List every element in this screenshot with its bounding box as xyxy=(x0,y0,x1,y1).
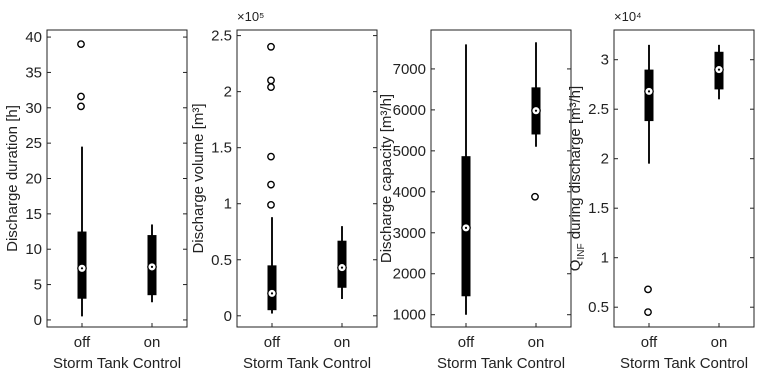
y-tick-label: 3 xyxy=(601,52,609,69)
y-axis-label: Discharge capacity [m³/h] xyxy=(378,94,395,263)
y-tick-label: 4000 xyxy=(393,184,426,201)
plot-frame xyxy=(236,29,378,328)
y-tick-label: 5 xyxy=(34,277,42,294)
y-tick-label: 3000 xyxy=(393,225,426,242)
y-tick-label: 2 xyxy=(601,151,609,168)
category-label-on: on xyxy=(334,334,351,351)
chart-panel-4: 0.5 1 1.5 2 2.5 3 off on Storm Tank Control ×10⁴ Q… xyxy=(567,9,755,372)
median-dot xyxy=(80,267,84,270)
box-on xyxy=(714,44,724,100)
y-tick-label: 1000 xyxy=(393,307,426,324)
category-label-on: on xyxy=(144,334,161,351)
y-tick-label: 2.5 xyxy=(211,28,232,45)
y-tick-label: 0.5 xyxy=(211,252,232,269)
outlier-point xyxy=(267,83,275,92)
plot-frame xyxy=(46,29,188,328)
plot-frame xyxy=(613,29,755,328)
outlier-point xyxy=(77,92,85,101)
y-tick-label: 1 xyxy=(224,196,232,213)
y-axis-label: Discharge volume [m³] xyxy=(190,103,207,253)
box-off xyxy=(644,44,654,317)
outlier-point xyxy=(267,200,275,209)
median-dot xyxy=(647,90,651,93)
median-dot xyxy=(150,265,154,268)
x-axis-label: Storm Tank Control xyxy=(243,355,371,372)
y-tick-label: 6000 xyxy=(393,102,426,119)
box-off xyxy=(461,44,471,315)
box-on xyxy=(337,226,347,299)
outlier-point xyxy=(644,308,652,317)
y-tick-label: 0.5 xyxy=(588,299,609,316)
category-label-on: on xyxy=(528,334,545,351)
y-tick-label: 35 xyxy=(25,64,42,81)
box-off xyxy=(77,40,87,317)
median-dot xyxy=(464,226,468,229)
median-dot xyxy=(270,292,274,295)
outlier-point xyxy=(267,180,275,189)
outlier-point xyxy=(77,102,85,111)
y-tick-label: 0 xyxy=(224,308,232,325)
y-tick-label: 5000 xyxy=(393,143,426,160)
y-tick-label: 2.5 xyxy=(588,101,609,118)
x-axis-label: Storm Tank Control xyxy=(437,355,565,372)
chart-panel-1: 0 5 10 15 20 25 30 35 40 off on Storm Tank Control D… xyxy=(4,29,188,372)
y-tick-label: 30 xyxy=(25,100,42,117)
category-label-off: off xyxy=(264,334,281,351)
x-axis-label: Storm Tank Control xyxy=(53,355,181,372)
median-dot xyxy=(534,109,538,112)
chart-panel-3: 1000 2000 3000 4000 5000 6000 7000 off on Storm T… xyxy=(378,29,572,372)
y-axis-label: QINF during discharge [m³/h] xyxy=(567,86,587,271)
y-tick-label: 15 xyxy=(25,206,42,223)
chart-panel-2: 0 0.5 1 1.5 2 2.5 off on Storm Tank Control ×10⁵ D… xyxy=(190,9,378,372)
box-body xyxy=(267,265,277,311)
outlier-point xyxy=(531,192,539,201)
y-tick-label: 40 xyxy=(25,29,42,46)
outlier-point xyxy=(267,76,275,85)
category-label-off: off xyxy=(458,334,475,351)
plot-frame xyxy=(430,29,572,328)
y-tick-label: 25 xyxy=(25,135,42,152)
box-off xyxy=(267,42,277,314)
box-on xyxy=(147,224,157,303)
y-tick-label: 1.5 xyxy=(588,200,609,217)
category-label-off: off xyxy=(74,334,91,351)
outlier-point xyxy=(77,40,85,49)
y-tick-label: 10 xyxy=(25,241,42,258)
x-axis-label: Storm Tank Control xyxy=(620,355,748,372)
y-tick-label: 2 xyxy=(224,84,232,101)
axis-exponent-label: ×10⁴ xyxy=(614,9,642,24)
median-dot xyxy=(340,266,344,269)
category-label-on: on xyxy=(711,334,728,351)
outlier-point xyxy=(267,42,275,51)
y-tick-label: 7000 xyxy=(393,61,426,78)
outlier-point xyxy=(644,285,652,294)
y-tick-label: 20 xyxy=(25,171,42,188)
y-tick-label: 1 xyxy=(601,250,609,267)
y-tick-label: 1.5 xyxy=(211,140,232,157)
category-label-off: off xyxy=(641,334,658,351)
axis-exponent-label: ×10⁵ xyxy=(237,9,264,24)
median-dot xyxy=(717,68,721,71)
y-axis-label: Discharge duration [h] xyxy=(4,105,21,252)
y-tick-label: 2000 xyxy=(393,266,426,283)
y-tick-label: 0 xyxy=(34,312,42,329)
box-on xyxy=(531,42,541,201)
outlier-point xyxy=(267,152,275,161)
